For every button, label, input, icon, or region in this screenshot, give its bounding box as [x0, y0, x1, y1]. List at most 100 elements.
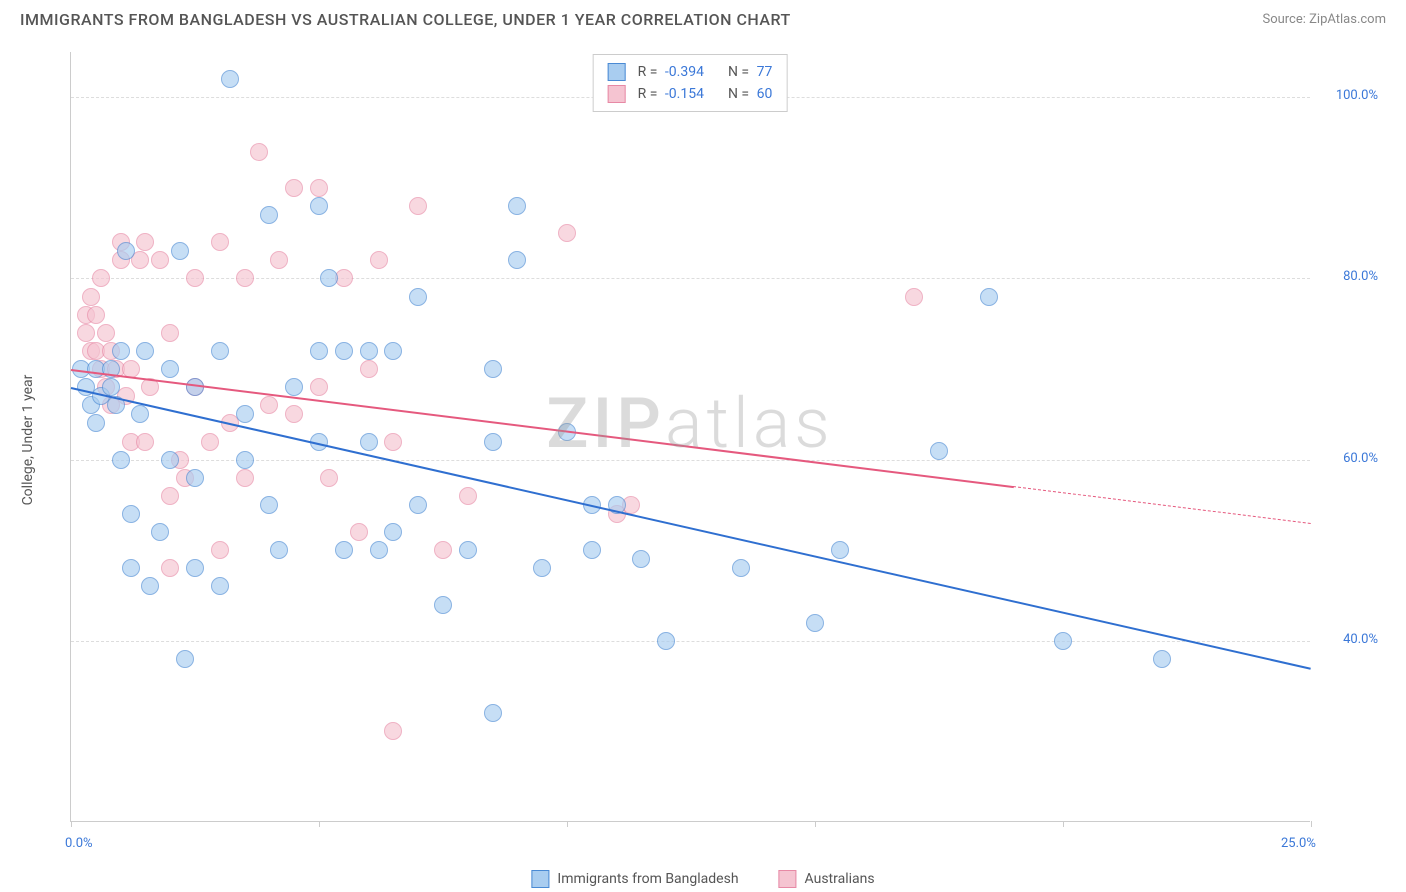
gridline [71, 278, 1310, 279]
scatter-point [384, 342, 402, 360]
correlation-legend: R = -0.394N = 77R = -0.154N = 60 [593, 54, 788, 112]
scatter-point [151, 251, 169, 269]
scatter-point [161, 324, 179, 342]
series-legend-label: Australians [805, 871, 875, 887]
scatter-point [310, 378, 328, 396]
scatter-point [360, 360, 378, 378]
scatter-point [221, 70, 239, 88]
scatter-point [92, 269, 110, 287]
scatter-point [930, 442, 948, 460]
scatter-point [320, 469, 338, 487]
x-tick [815, 821, 816, 827]
scatter-point [201, 433, 219, 451]
x-tick-label: 25.0% [1281, 836, 1316, 851]
scatter-point [370, 251, 388, 269]
series-legend-item: Australians [779, 870, 875, 888]
scatter-point [806, 614, 824, 632]
scatter-point [270, 251, 288, 269]
scatter-point [171, 242, 189, 260]
scatter-point [136, 233, 154, 251]
scatter-point [732, 559, 750, 577]
scatter-point [335, 342, 353, 360]
scatter-point [335, 541, 353, 559]
scatter-point [186, 559, 204, 577]
scatter-point [102, 378, 120, 396]
scatter-point [1153, 650, 1171, 668]
x-tick-label: 0.0% [65, 836, 93, 851]
scatter-point [122, 505, 140, 523]
scatter-point [434, 541, 452, 559]
scatter-point [285, 179, 303, 197]
gridline [71, 460, 1310, 461]
scatter-point [632, 550, 650, 568]
y-tick-label: 100.0% [1318, 88, 1378, 103]
scatter-point [831, 541, 849, 559]
scatter-point [236, 269, 254, 287]
scatter-point [558, 224, 576, 242]
scatter-point [310, 342, 328, 360]
scatter-point [176, 650, 194, 668]
trend-line [71, 387, 1311, 670]
scatter-point [350, 523, 368, 541]
scatter-point [211, 541, 229, 559]
scatter-point [82, 288, 100, 306]
scatter-point [161, 559, 179, 577]
scatter-point [533, 559, 551, 577]
trend-line [71, 369, 1014, 488]
scatter-point [434, 596, 452, 614]
scatter-point [112, 342, 130, 360]
scatter-point [484, 704, 502, 722]
scatter-point [161, 360, 179, 378]
scatter-point [236, 469, 254, 487]
scatter-point [384, 722, 402, 740]
scatter-point [161, 451, 179, 469]
x-tick [319, 821, 320, 827]
y-axis-title: College, Under 1 year [20, 375, 36, 506]
series-legend-label: Immigrants from Bangladesh [557, 871, 738, 887]
legend-n-value: N = 60 [728, 86, 772, 102]
legend-swatch [608, 63, 626, 81]
scatter-point [87, 414, 105, 432]
scatter-point [657, 632, 675, 650]
correlation-chart: College, Under 1 year 40.0%60.0%80.0%100… [50, 40, 1330, 840]
scatter-point [236, 451, 254, 469]
legend-swatch [608, 85, 626, 103]
scatter-point [122, 559, 140, 577]
legend-n-value: N = 77 [728, 64, 772, 80]
scatter-point [151, 523, 169, 541]
trend-line-extrapolated [1013, 486, 1311, 524]
scatter-point [260, 496, 278, 514]
scatter-point [459, 541, 477, 559]
y-tick-label: 40.0% [1318, 632, 1378, 647]
scatter-point [583, 541, 601, 559]
scatter-point [131, 251, 149, 269]
scatter-point [186, 269, 204, 287]
scatter-point [141, 577, 159, 595]
scatter-point [87, 306, 105, 324]
scatter-point [236, 405, 254, 423]
scatter-point [409, 288, 427, 306]
correlation-legend-row: R = -0.394N = 77 [608, 61, 773, 83]
y-tick-label: 80.0% [1318, 269, 1378, 284]
scatter-point [112, 451, 130, 469]
series-legend: Immigrants from Bangladesh Australians [531, 870, 874, 888]
legend-swatch [779, 870, 797, 888]
scatter-point [484, 433, 502, 451]
x-tick [1063, 821, 1064, 827]
x-tick [1311, 821, 1312, 827]
scatter-point [980, 288, 998, 306]
scatter-point [260, 396, 278, 414]
scatter-point [310, 179, 328, 197]
scatter-point [285, 378, 303, 396]
scatter-point [131, 405, 149, 423]
scatter-point [285, 405, 303, 423]
scatter-point [384, 433, 402, 451]
scatter-point [360, 342, 378, 360]
x-tick [71, 821, 72, 827]
source-attribution: Source: ZipAtlas.com [1262, 12, 1386, 27]
scatter-point [370, 541, 388, 559]
x-tick [567, 821, 568, 827]
series-legend-item: Immigrants from Bangladesh [531, 870, 738, 888]
y-tick-label: 60.0% [1318, 451, 1378, 466]
scatter-point [905, 288, 923, 306]
